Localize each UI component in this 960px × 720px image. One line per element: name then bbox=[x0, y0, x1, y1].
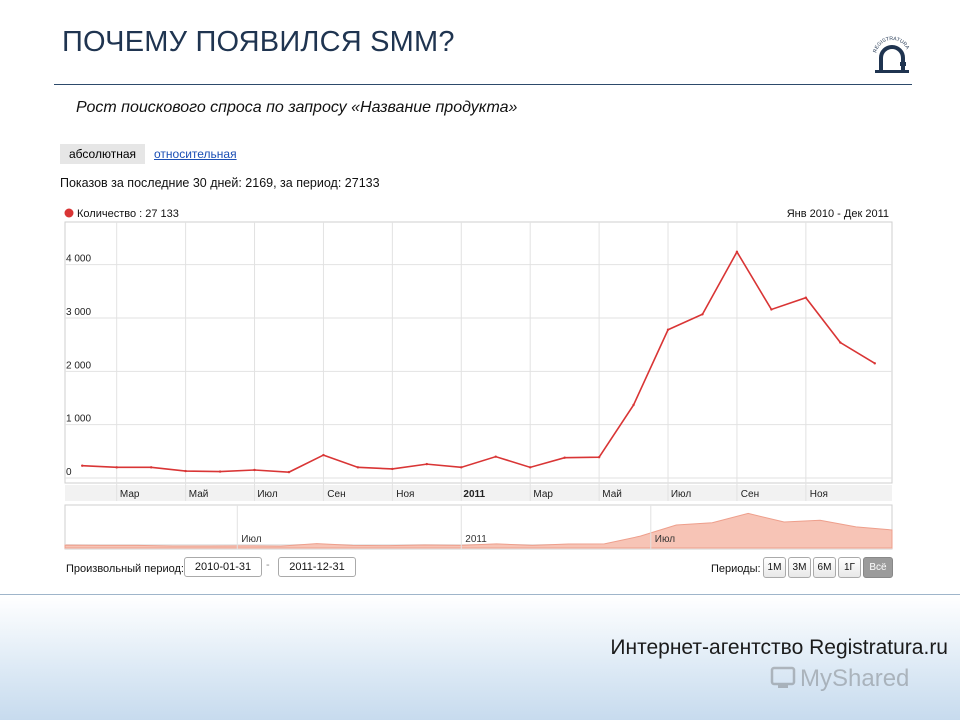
footer-divider bbox=[0, 594, 960, 595]
data-point bbox=[253, 468, 256, 472]
legend-label: Количество : 27 133 bbox=[77, 208, 179, 220]
date-from-field[interactable]: 2010-01-31 bbox=[184, 557, 262, 577]
period-button-3m[interactable]: 3М bbox=[788, 557, 811, 578]
x-tick-label: Июл bbox=[257, 489, 277, 500]
navigator-area bbox=[64, 512, 893, 549]
data-point bbox=[218, 470, 222, 473]
x-tick-label: Июл bbox=[671, 489, 691, 500]
chart-subtitle: Рост поискового спроса по запросу «Назва… bbox=[76, 99, 518, 116]
data-point bbox=[873, 362, 876, 365]
impressions-summary: Показов за последние 30 дней: 2169, за п… bbox=[60, 176, 380, 190]
y-tick-label: 1 000 bbox=[66, 414, 91, 425]
data-point bbox=[322, 453, 325, 457]
period-controls: Произвольный период: 2010-01-31 - 2011-1… bbox=[60, 556, 894, 580]
watermark-text: MyShared bbox=[800, 665, 909, 692]
mode-tabs: абсолютная относительная bbox=[60, 144, 246, 164]
navigator-label: 2011 bbox=[465, 534, 487, 545]
data-point bbox=[494, 455, 497, 458]
custom-period-label: Произвольный период: bbox=[66, 563, 184, 575]
data-point bbox=[735, 250, 739, 254]
x-tick-label: 2011 bbox=[463, 489, 485, 500]
x-tick-label: Ноя bbox=[396, 489, 414, 500]
agency-name: Интернет-агентство Registratura.ru bbox=[610, 636, 948, 659]
data-point bbox=[770, 308, 773, 311]
period-button-6m[interactable]: 6М bbox=[813, 557, 836, 578]
x-tick-label: Май bbox=[189, 489, 209, 500]
data-point bbox=[149, 466, 153, 469]
period-button-1y[interactable]: 1Г bbox=[838, 557, 861, 578]
search-demand-chart: 0 1 000 2 000 3 000 4 000 Мар Май Июл Сен Ноя 201… bbox=[64, 208, 893, 550]
x-tick-label: Ноя bbox=[810, 489, 828, 500]
x-tick-label: Мар bbox=[533, 489, 553, 500]
footer-band bbox=[0, 596, 960, 720]
data-point bbox=[804, 296, 808, 299]
title-divider bbox=[54, 84, 912, 85]
x-tick-label: Сен bbox=[327, 489, 345, 500]
data-point bbox=[81, 464, 84, 467]
projector-icon: MyShared bbox=[770, 665, 909, 692]
legend-marker bbox=[64, 208, 74, 218]
y-tick-label: 4 000 bbox=[66, 254, 91, 265]
date-separator: - bbox=[266, 559, 270, 571]
period-button-1m[interactable]: 1М bbox=[763, 557, 786, 578]
data-point bbox=[460, 466, 463, 469]
y-tick-label: 3 000 bbox=[66, 307, 91, 318]
period-button-all[interactable]: Всё bbox=[863, 557, 893, 578]
data-point bbox=[115, 466, 118, 469]
periods-label: Периоды: bbox=[711, 563, 761, 575]
data-point bbox=[666, 328, 670, 331]
data-point bbox=[597, 456, 601, 459]
slide-title: ПОЧЕМУ ПОЯВИЛСЯ SMM? bbox=[62, 26, 455, 58]
data-point bbox=[184, 469, 187, 473]
tab-relative[interactable]: относительная bbox=[154, 147, 237, 161]
tab-absolute[interactable]: абсолютная bbox=[60, 144, 145, 164]
x-tick-label: Май bbox=[602, 489, 622, 500]
data-point bbox=[701, 313, 704, 316]
x-tick-label: Мар bbox=[120, 489, 140, 500]
data-point bbox=[839, 341, 842, 344]
navigator-label: Июл bbox=[655, 534, 675, 545]
date-to-field[interactable]: 2011-12-31 bbox=[278, 557, 356, 577]
data-point bbox=[425, 462, 429, 466]
range-label: Янв 2010 - Дек 2011 bbox=[787, 208, 889, 220]
y-tick-label: 0 bbox=[66, 467, 72, 478]
y-tick-label: 2 000 bbox=[66, 360, 91, 371]
data-point bbox=[391, 467, 394, 471]
data-point bbox=[287, 470, 291, 474]
x-axis-band bbox=[65, 485, 892, 501]
data-point bbox=[563, 456, 566, 459]
data-point bbox=[356, 466, 360, 469]
plot-area bbox=[64, 221, 893, 484]
data-point bbox=[632, 403, 635, 407]
registratura-arch-icon: REGISTRATURA bbox=[872, 36, 910, 73]
data-point bbox=[528, 466, 532, 469]
navigator-label: Июл bbox=[241, 534, 261, 545]
x-tick-label: Сен bbox=[741, 489, 759, 500]
series-line bbox=[82, 250, 876, 473]
